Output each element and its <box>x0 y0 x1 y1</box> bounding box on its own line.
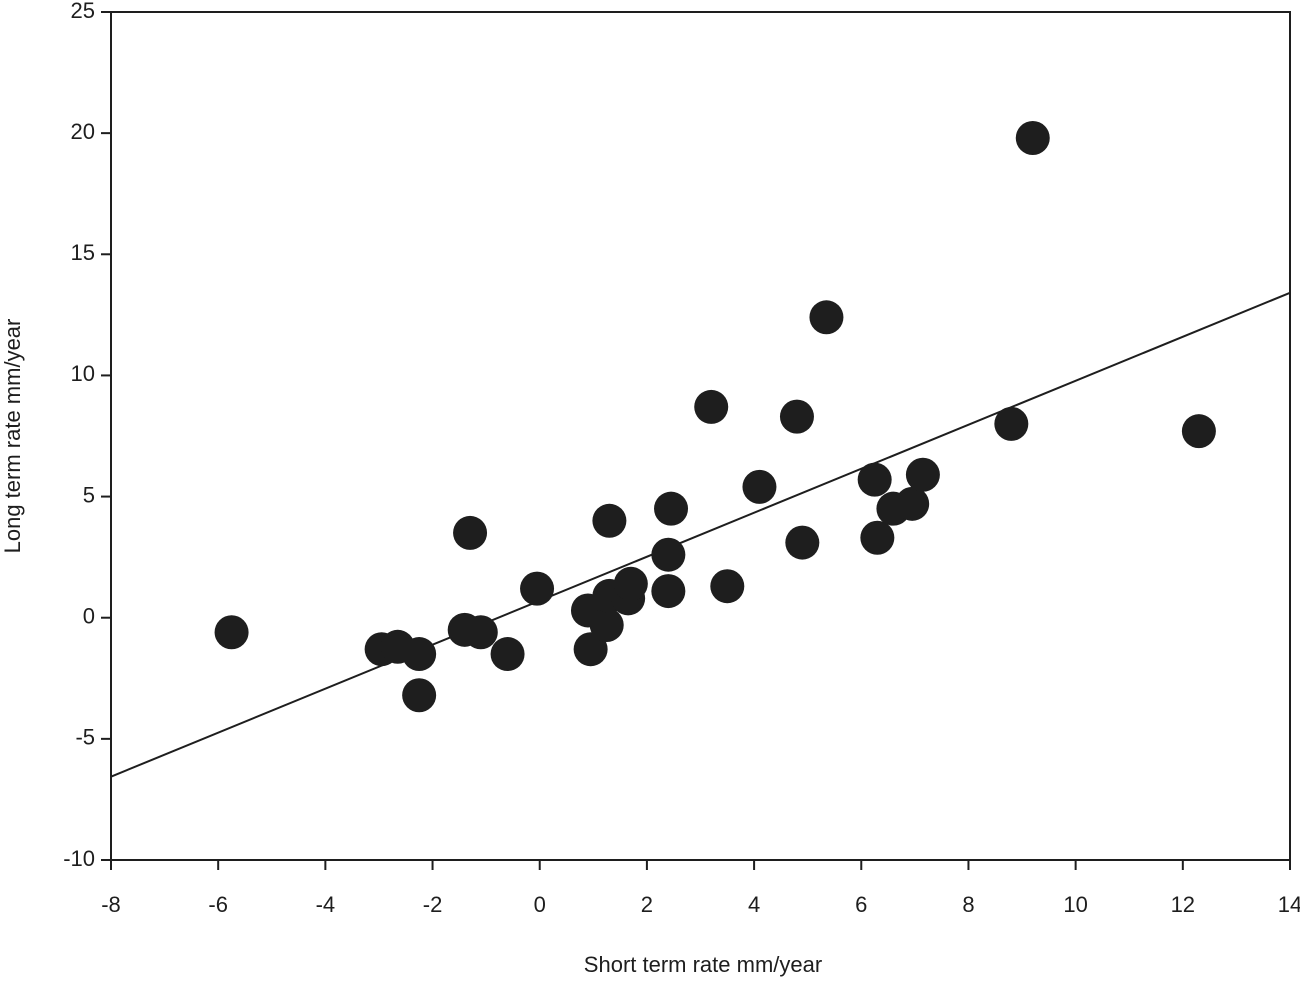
y-axis-label: Long term rate mm/year <box>0 319 25 554</box>
x-axis-label: Short term rate mm/year <box>584 952 822 977</box>
data-point <box>592 503 627 538</box>
data-point <box>710 569 745 604</box>
y-tick-label: 15 <box>71 240 95 265</box>
data-point <box>402 678 437 713</box>
x-tick-label: -2 <box>423 892 443 917</box>
y-tick-label: 5 <box>83 482 95 507</box>
y-tick-label: 10 <box>71 361 95 386</box>
data-point <box>895 486 930 521</box>
x-tick-label: 4 <box>748 892 760 917</box>
data-point <box>651 537 686 572</box>
data-point <box>694 389 729 424</box>
data-point <box>742 469 777 504</box>
data-point <box>785 525 820 560</box>
trend-line <box>110 291 1291 778</box>
x-tick-label: 10 <box>1063 892 1087 917</box>
x-tick-label: 6 <box>855 892 867 917</box>
data-point <box>857 462 892 497</box>
y-tick-label: -5 <box>75 725 95 750</box>
data-point <box>402 637 437 672</box>
y-tick-label: 25 <box>71 0 95 23</box>
data-point <box>463 615 498 650</box>
y-tick-label: 0 <box>83 604 95 629</box>
data-point <box>613 566 648 601</box>
x-tick-label: 12 <box>1171 892 1195 917</box>
x-tick-label: 0 <box>534 892 546 917</box>
data-point <box>779 399 814 434</box>
data-point <box>654 491 689 526</box>
data-point <box>490 637 525 672</box>
x-tick-label: 2 <box>641 892 653 917</box>
data-point <box>860 520 895 555</box>
x-tick-label: 8 <box>962 892 974 917</box>
x-tick-label: -8 <box>101 892 121 917</box>
x-tick-label: -6 <box>208 892 228 917</box>
data-point <box>589 607 624 642</box>
plot-frame <box>110 11 1291 861</box>
data-point <box>809 300 844 335</box>
data-point <box>1015 120 1050 155</box>
data-point <box>573 632 608 667</box>
data-point <box>453 515 488 550</box>
data-point <box>994 406 1029 441</box>
y-tick-label: -10 <box>63 846 95 871</box>
data-point <box>520 571 555 606</box>
data-point <box>1181 414 1216 449</box>
data-point <box>214 615 249 650</box>
y-tick-label: 20 <box>71 119 95 144</box>
x-tick-label: 14 <box>1278 892 1300 917</box>
x-tick-label: -4 <box>316 892 336 917</box>
data-point <box>651 574 686 609</box>
data-point <box>905 457 940 492</box>
